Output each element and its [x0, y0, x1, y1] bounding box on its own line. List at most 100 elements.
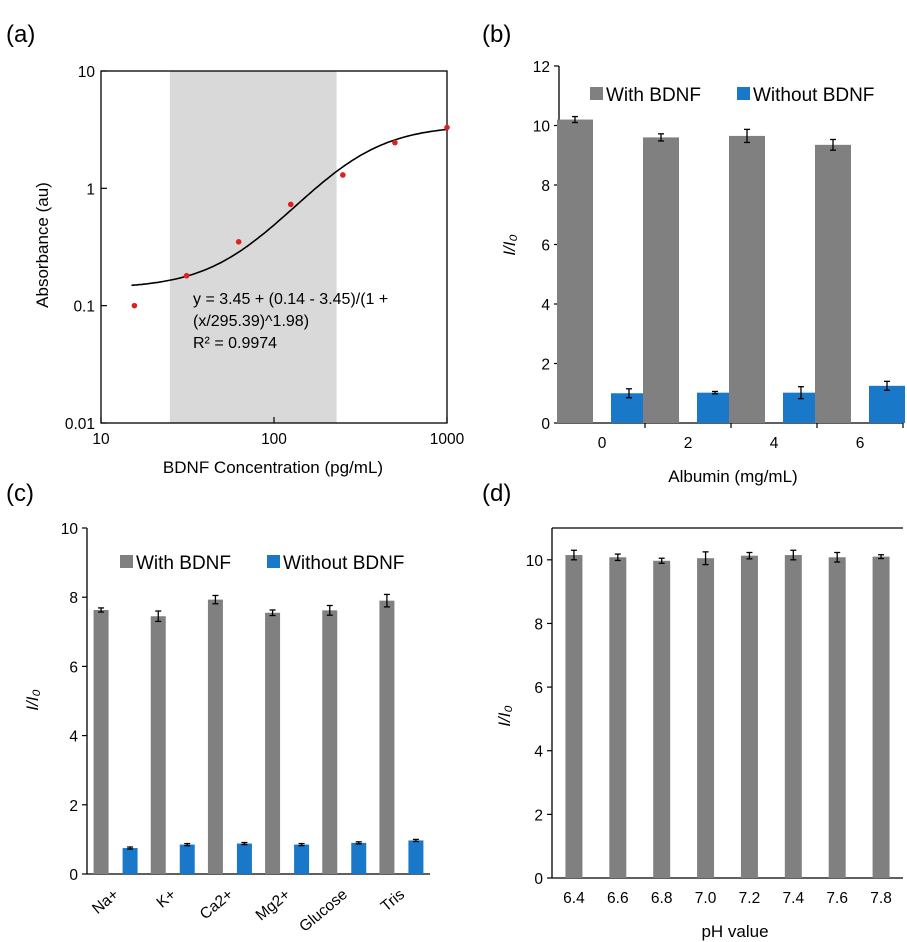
- y-tick-label: 6: [69, 659, 78, 676]
- y-tick-label: 2: [541, 357, 550, 374]
- y-tick-label: 0: [69, 867, 78, 884]
- y-tick-label: 4: [541, 297, 550, 314]
- y-tick-label: 10: [526, 553, 544, 570]
- y-tick-label: 8: [534, 616, 543, 633]
- panel-c-y-axis-label: I/I₀: [23, 689, 42, 710]
- panel-b-label: (b): [482, 21, 511, 48]
- equation-line-1: y = 3.45 + (0.14 - 3.45)/(1 +: [193, 291, 388, 308]
- legend-label-with-bdnf: With BDNF: [136, 553, 231, 574]
- bar-with-bdnf: [150, 616, 166, 874]
- x-tick-label: 100: [261, 431, 287, 448]
- panel-b: (b) 0 2 4 6 8 10 12 0 2 4 6 Albumin (mg/mL) I/I₀ W…: [482, 21, 905, 486]
- legend-swatch-without-bdnf: [267, 555, 280, 568]
- y-tick-label: 6: [541, 238, 550, 255]
- panel-a-plot-area: 10 100 1000 0.01 0.1 1 10: [65, 64, 465, 448]
- panel-b-legend: With BDNF Without BDNF: [590, 85, 874, 106]
- x-tick-label: Na+: [89, 886, 122, 918]
- panel-b-x-axis-label: Albumin (mg/mL): [668, 467, 797, 486]
- legend-swatch-with-bdnf: [120, 555, 133, 568]
- panel-d: (d) 0 2 4 6 8 10 6.4 6.6 6.8 7.0 7.2 7.4 7.6 7.8 pH v…: [482, 480, 903, 941]
- panel-b-y-axis-label: I/I₀: [500, 234, 519, 255]
- panel-d-y-axis-label: I/I₀: [495, 705, 514, 726]
- bar-with-bdnf: [784, 555, 802, 878]
- bar-without-bdnf: [408, 840, 424, 874]
- x-tick-label: Tris: [378, 886, 408, 915]
- bar-with-bdnf: [643, 137, 679, 423]
- bar-with-bdnf: [828, 557, 846, 878]
- bar-with-bdnf: [93, 610, 109, 874]
- data-point: [444, 124, 450, 131]
- data-point: [131, 302, 138, 309]
- panel-c-plot-area: 0 2 4 6 8 10 Na+ K+ Ca2+ Mg2+ Glucose Tris: [61, 521, 430, 936]
- panel-c: (c) 0 2 4 6 8 10 Na+ K+ Ca2+ Mg2+ Glucose Tris I/I₀…: [6, 480, 430, 936]
- y-tick-label: 8: [541, 178, 550, 195]
- x-tick-label: 1000: [430, 431, 465, 448]
- x-tick-label: 7.4: [783, 890, 805, 907]
- panel-a-x-axis-label: BDNF Concentration (pg/mL): [163, 458, 383, 477]
- panel-d-label: (d): [482, 480, 511, 507]
- bar-with-bdnf: [815, 144, 851, 423]
- bar-with-bdnf: [207, 599, 223, 874]
- x-tick-label: 7.8: [870, 890, 892, 907]
- bar-with-bdnf: [729, 135, 765, 423]
- x-tick-label: K+: [154, 886, 180, 911]
- data-point: [392, 139, 398, 146]
- bar-without-bdnf: [122, 848, 138, 874]
- y-tick-label: 4: [69, 729, 78, 746]
- x-tick-label: Glucose: [296, 886, 350, 936]
- x-tick-label: 6: [856, 435, 865, 452]
- bar-without-bdnf: [351, 842, 367, 874]
- y-tick-label: 8: [69, 590, 78, 607]
- bar-without-bdnf: [179, 844, 195, 874]
- y-tick-label: 0: [541, 416, 550, 433]
- panel-a: (a) 10 100 1000 0.01 0.1 1 10 BDNF Concentrati…: [6, 21, 465, 477]
- x-tick-label: 2: [684, 435, 693, 452]
- panel-b-plot-area: 0 2 4 6 8 10 12 0 2 4 6: [533, 59, 905, 452]
- y-tick-label: 1: [86, 181, 95, 198]
- equation-line-2: (x/295.39)^1.98): [193, 313, 309, 330]
- y-tick-label: 0.1: [73, 299, 95, 316]
- panel-d-plot-area: 0 2 4 6 8 10 6.4 6.6 6.8 7.0 7.2 7.4 7.6 7.8: [526, 527, 903, 907]
- y-tick-label: 6: [534, 680, 543, 697]
- x-tick-label: 6.8: [651, 890, 673, 907]
- y-tick-label: 10: [78, 64, 96, 81]
- x-tick-label: Ca2+: [197, 886, 237, 923]
- y-tick-label: 10: [61, 521, 79, 538]
- x-tick-label: 6.6: [607, 890, 629, 907]
- bar-with-bdnf: [740, 555, 758, 878]
- x-tick-label: 6.4: [563, 890, 585, 907]
- y-tick-label: 12: [533, 59, 550, 76]
- bar-without-bdnf: [697, 392, 733, 423]
- data-point: [183, 272, 190, 279]
- panel-a-label: (a): [6, 21, 35, 48]
- y-tick-label: 10: [533, 119, 551, 136]
- y-tick-label: 0.01: [65, 416, 95, 433]
- panel-d-x-axis-label: pH value: [701, 922, 768, 941]
- legend-label-without-bdnf: Without BDNF: [753, 85, 874, 106]
- x-tick-label: 7.2: [739, 890, 761, 907]
- panel-c-legend: With BDNF Without BDNF: [120, 553, 404, 574]
- y-tick-label: 2: [69, 798, 78, 815]
- bar-with-bdnf: [322, 610, 338, 874]
- bar-with-bdnf: [265, 612, 281, 874]
- bar-with-bdnf: [697, 558, 715, 878]
- x-tick-label: 4: [770, 435, 779, 452]
- data-point: [287, 201, 294, 208]
- data-point: [235, 239, 242, 245]
- legend-label-without-bdnf: Without BDNF: [283, 553, 404, 574]
- panel-a-y-axis-label: Absorbance (au): [33, 182, 52, 308]
- x-tick-label: 10: [92, 431, 110, 448]
- bar-without-bdnf: [869, 385, 905, 423]
- data-point: [340, 172, 346, 178]
- legend-swatch-with-bdnf: [590, 87, 603, 100]
- y-tick-label: 4: [534, 744, 543, 761]
- linear-range-shading: [169, 71, 337, 423]
- bar-with-bdnf: [379, 600, 395, 874]
- bar-with-bdnf: [872, 556, 890, 878]
- bar-with-bdnf: [565, 555, 583, 878]
- x-tick-label: Mg2+: [253, 886, 294, 924]
- bar-without-bdnf: [294, 844, 310, 874]
- x-tick-label: 7.6: [826, 890, 848, 907]
- x-tick-label: 0: [598, 435, 607, 452]
